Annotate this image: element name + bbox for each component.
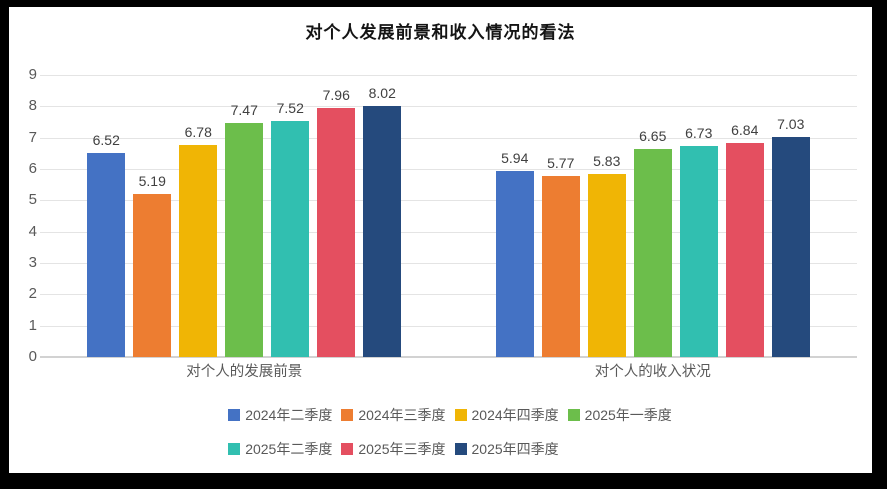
bar-value-label: 8.02 bbox=[368, 84, 396, 101]
gridline bbox=[40, 75, 857, 76]
legend-row: 2025年二季度 2025年三季度 2025年四季度 bbox=[228, 439, 681, 459]
legend-label: 2025年二季度 bbox=[245, 441, 333, 457]
bar-value-label: 6.52 bbox=[92, 131, 120, 148]
gridline bbox=[40, 200, 857, 202]
y-axis-tick-label: 2 bbox=[28, 285, 37, 303]
legend-item: 2025年一季度 bbox=[567, 405, 672, 425]
category-label: 对个人的发展前景 bbox=[186, 364, 303, 380]
legend-row: 2024年二季度 2024年三季度 2024年四季度 2025年一季度 bbox=[228, 405, 681, 425]
bar-value-label: 7.47 bbox=[230, 101, 258, 118]
gridline bbox=[40, 106, 857, 108]
bar bbox=[771, 136, 810, 357]
bar-value-label: 5.83 bbox=[593, 153, 621, 170]
chart-title: 对个人发展前景和收入情况的看法 bbox=[305, 23, 576, 42]
y-axis-tick-label: 5 bbox=[28, 191, 37, 209]
bar bbox=[133, 194, 172, 357]
y-axis-tick-label: 6 bbox=[28, 160, 37, 177]
bar bbox=[225, 122, 264, 357]
legend-swatch bbox=[228, 443, 241, 455]
legend-label: 2024年三季度 bbox=[358, 407, 446, 423]
bar bbox=[587, 174, 626, 357]
gridline bbox=[40, 137, 857, 139]
gridline bbox=[40, 294, 857, 296]
gridline bbox=[40, 263, 857, 264]
chart-canvas: 对个人发展前景和收入情况的看法 0 1 2 3 4 5 6 7 8 9 6.52 5.19 6.78 7.… bbox=[9, 7, 872, 473]
bar bbox=[679, 146, 718, 357]
legend-item: 2025年四季度 bbox=[454, 439, 559, 459]
bar-value-label: 7.52 bbox=[276, 100, 304, 117]
legend-swatch bbox=[228, 409, 241, 421]
bar-value-label: 6.84 bbox=[731, 121, 759, 138]
legend-item: 2024年四季度 bbox=[454, 405, 559, 425]
legend-swatch bbox=[454, 409, 467, 421]
x-axis-line bbox=[40, 356, 857, 358]
legend-swatch bbox=[341, 443, 354, 455]
legend-item: 2024年三季度 bbox=[341, 405, 446, 425]
bar bbox=[633, 148, 672, 357]
legend-item: 2024年二季度 bbox=[228, 405, 332, 425]
bar-value-label: 7.03 bbox=[777, 115, 805, 132]
bar bbox=[317, 107, 356, 357]
bar-value-label: 5.19 bbox=[138, 173, 166, 190]
legend-swatch bbox=[567, 409, 580, 421]
legend-label: 2025年四季度 bbox=[471, 441, 559, 457]
bar bbox=[271, 121, 310, 357]
legend-label: 2024年四季度 bbox=[471, 407, 559, 423]
y-axis-tick-label: 7 bbox=[28, 128, 37, 146]
legend: 2024年二季度 2024年三季度 2024年四季度 2025年一季度 2025年二季度… bbox=[9, 405, 872, 473]
y-axis-tick-label: 1 bbox=[28, 316, 37, 334]
y-axis-tick-label: 3 bbox=[28, 254, 37, 271]
bar-value-label: 7.96 bbox=[322, 86, 350, 103]
category-label: 对个人的收入状况 bbox=[594, 364, 711, 380]
y-axis-tick-label: 0 bbox=[28, 348, 37, 365]
bar bbox=[179, 144, 218, 357]
bar-value-label: 6.73 bbox=[685, 125, 713, 142]
bar bbox=[495, 170, 534, 357]
y-axis-tick-label: 8 bbox=[28, 97, 37, 115]
legend-label: 2025年三季度 bbox=[358, 441, 446, 457]
bar bbox=[87, 152, 126, 357]
bar bbox=[725, 142, 764, 357]
bar bbox=[363, 105, 402, 357]
bar-value-label: 6.78 bbox=[184, 123, 212, 140]
bar-value-label: 5.77 bbox=[547, 155, 575, 172]
legend-label: 2024年二季度 bbox=[245, 407, 333, 423]
legend-swatch bbox=[341, 409, 354, 421]
gridline bbox=[40, 325, 857, 327]
y-axis-tick-label: 4 bbox=[28, 222, 37, 240]
bar-value-label: 5.94 bbox=[501, 149, 529, 166]
bar-value-label: 6.65 bbox=[639, 127, 667, 144]
bar bbox=[541, 176, 580, 357]
legend-rows: 2024年二季度 2024年三季度 2024年四季度 2025年一季度 2025年二季度… bbox=[228, 405, 681, 459]
y-axis-tick-label: 9 bbox=[28, 66, 37, 83]
legend-item: 2025年三季度 bbox=[341, 439, 446, 459]
gridline bbox=[40, 169, 857, 170]
gridline bbox=[40, 231, 857, 233]
legend-swatch bbox=[454, 443, 467, 455]
legend-label: 2025年一季度 bbox=[584, 407, 672, 423]
legend-item: 2025年二季度 bbox=[228, 439, 332, 459]
